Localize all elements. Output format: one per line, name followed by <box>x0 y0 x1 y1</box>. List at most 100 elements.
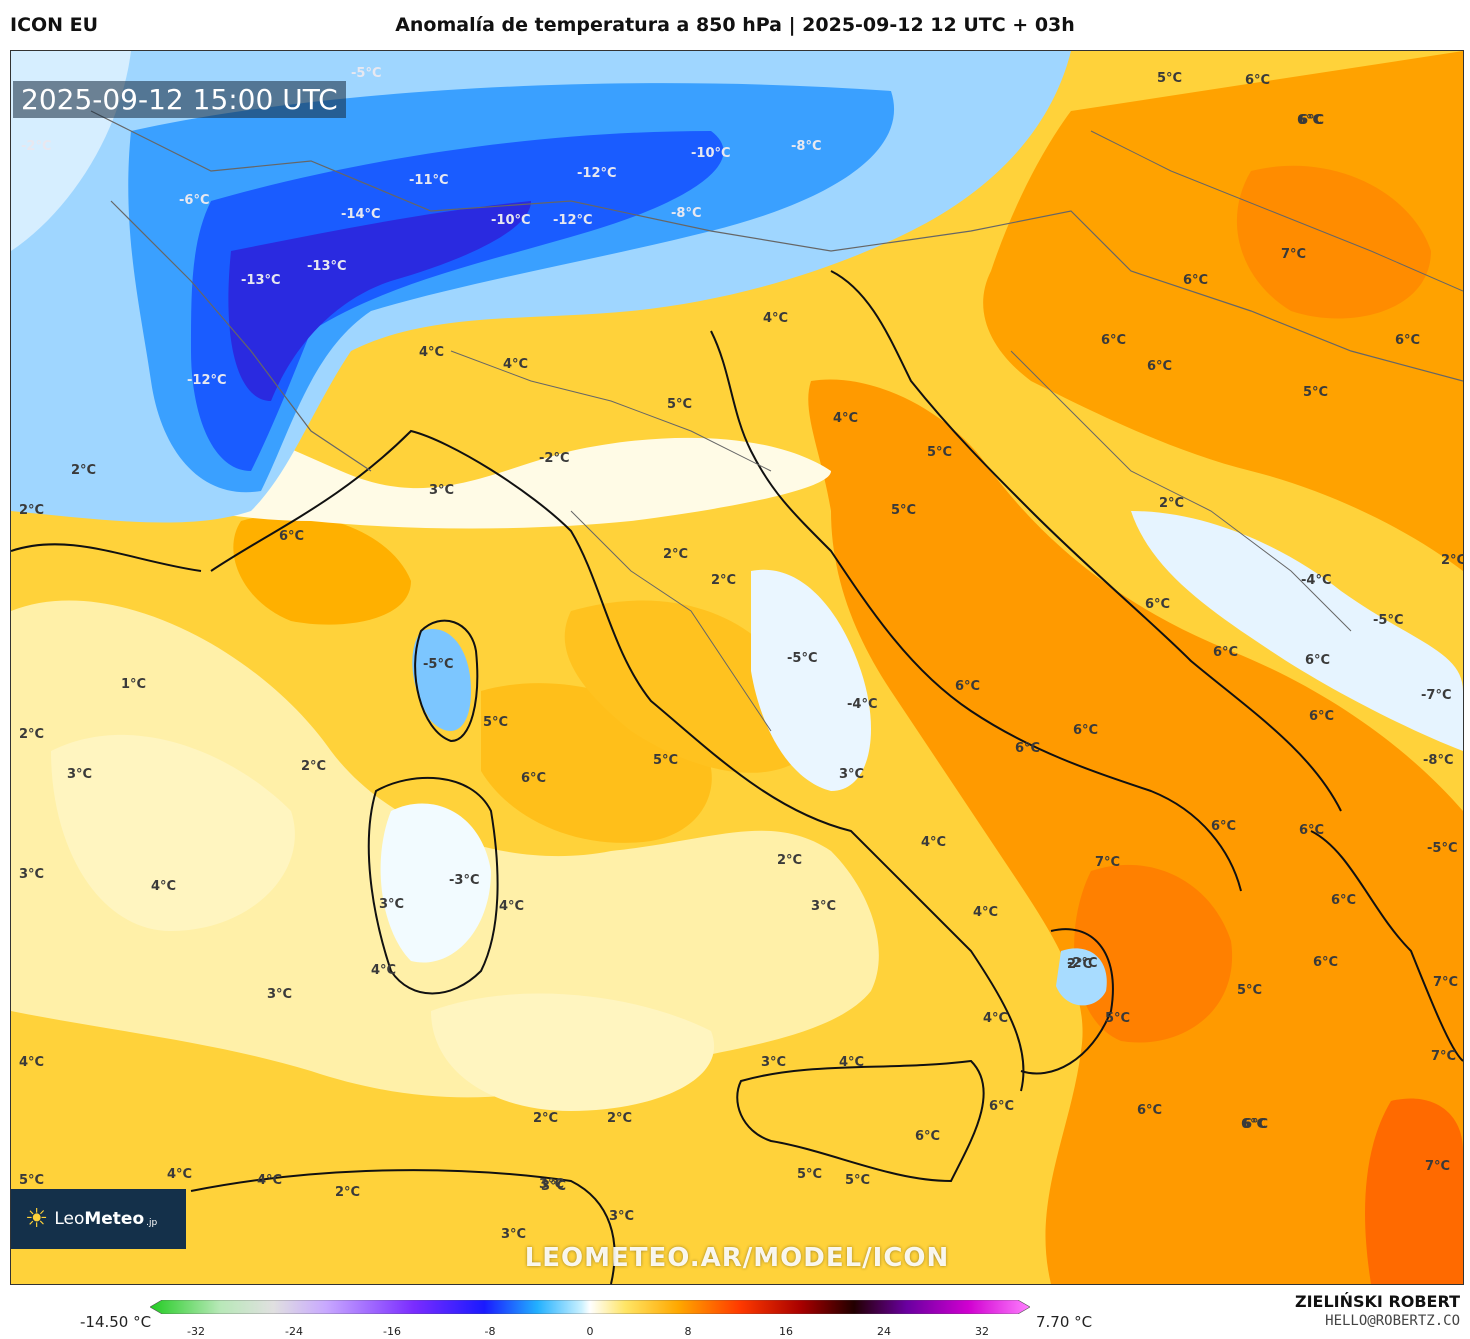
isotherm-label: 1°C <box>121 677 147 692</box>
isotherm-label: 4°C <box>167 1167 193 1182</box>
isotherm-label: 5°C <box>483 715 509 730</box>
isotherm-label: 4°C <box>839 1055 865 1070</box>
isotherm-label: 5°C <box>845 1173 871 1188</box>
isotherm-label: 3°C <box>811 899 837 914</box>
isotherm-label: 3°C <box>19 867 45 882</box>
isotherm-label: 3°C <box>839 767 865 782</box>
isotherm-label: 2°C <box>71 463 97 478</box>
isotherm-label: 2°C <box>301 759 327 774</box>
isotherm-label: 4°C <box>257 1173 283 1188</box>
isotherm-label: 6°C <box>1073 723 1099 738</box>
logo-text-bold: Meteo <box>84 1209 145 1229</box>
isotherm-label: 6°C <box>1299 113 1325 128</box>
isotherm-label: 6°C <box>955 679 981 694</box>
colorbar <box>150 1300 1030 1314</box>
isotherm-label: 5°C <box>797 1167 823 1182</box>
model-name: ICON EU <box>10 14 99 36</box>
isotherm-label: 4°C <box>973 905 999 920</box>
isotherm-label: 3°C <box>267 987 293 1002</box>
isotherm-label: 5°C <box>927 445 953 460</box>
isotherm-label: -8°C <box>1423 753 1454 768</box>
isotherm-label: 5°C <box>667 397 693 412</box>
isotherm-label: 6°C <box>1101 333 1127 348</box>
author-credit: ZIELIŃSKI ROBERT HELLO@ROBERTZ.CO <box>1295 1292 1460 1329</box>
logo-tld: .jp <box>146 1218 158 1228</box>
isotherm-label: -12°C <box>187 373 227 388</box>
isotherm-label: 6°C <box>1145 597 1171 612</box>
isotherm-label: 4°C <box>499 899 525 914</box>
isotherm-label: 5°C <box>1105 1011 1131 1026</box>
isotherm-label: 6°C <box>915 1129 941 1144</box>
colorbar-tick: 8 <box>684 1325 692 1338</box>
isotherm-label: 4°C <box>833 411 859 426</box>
isotherm-label: 5°C <box>1303 385 1329 400</box>
isotherm-label: -10°C <box>491 213 531 228</box>
isotherm-label: 6°C <box>279 529 305 544</box>
isotherm-label: 3°C <box>539 1177 565 1192</box>
isotherm-label: -2°C <box>21 139 52 154</box>
isotherm-label: 6°C <box>989 1099 1015 1114</box>
isotherm-label: 2°C <box>1067 957 1093 972</box>
leometeo-logo: ☀ Leo Meteo .jp <box>11 1189 186 1249</box>
isotherm-label: -5°C <box>351 66 382 81</box>
isotherm-label: -6°C <box>179 193 210 208</box>
isotherm-label: 5°C <box>653 753 679 768</box>
isotherm-label: -12°C <box>553 213 593 228</box>
isotherm-label: 2°C <box>19 727 45 742</box>
isotherm-label: 3°C <box>67 767 93 782</box>
colorbar-min-label: -14.50 °C <box>80 1313 152 1331</box>
isotherm-label: 6°C <box>1241 1117 1267 1132</box>
isotherm-label: 2°C <box>711 573 737 588</box>
isotherm-label: -10°C <box>691 146 731 161</box>
colorbar-tick: -24 <box>285 1325 303 1338</box>
isotherm-label: 7°C <box>1431 1049 1457 1064</box>
isotherm-label: -2°C <box>539 451 570 466</box>
isotherm-label: 3°C <box>609 1209 635 1224</box>
isotherm-label: 3°C <box>501 1227 527 1242</box>
isotherm-label: -14°C <box>341 207 381 222</box>
colorbar-tick: -16 <box>383 1325 401 1338</box>
logo-text-light: Leo <box>54 1209 85 1229</box>
isotherm-label: 6°C <box>1299 823 1325 838</box>
isotherm-label: 3°C <box>379 897 405 912</box>
isotherm-label: -4°C <box>1301 573 1332 588</box>
isotherm-label: 4°C <box>151 879 177 894</box>
colorbar-tick: -8 <box>484 1325 496 1338</box>
isotherm-label: 5°C <box>19 1173 45 1188</box>
isotherm-label: -8°C <box>791 139 822 154</box>
isotherm-label: 7°C <box>1281 247 1307 262</box>
isotherm-label: 7°C <box>1095 855 1121 870</box>
sun-icon: ☀ <box>25 1204 49 1234</box>
isotherm-label: 6°C <box>1395 333 1421 348</box>
isotherm-label: 6°C <box>1313 955 1339 970</box>
isotherm-label: 3°C <box>429 483 455 498</box>
isotherm-label: 2°C <box>19 503 45 518</box>
isotherm-label: -5°C <box>423 657 454 672</box>
isotherm-label: -3°C <box>449 873 480 888</box>
isotherm-label: -12°C <box>577 166 617 181</box>
isotherm-label: 4°C <box>763 311 789 326</box>
colorbar-tick: 24 <box>877 1325 891 1338</box>
anomaly-map[interactable]: 2025-09-12 15:00 UTC -5°C -2°C -6°C -11°… <box>10 50 1464 1285</box>
colorbar-tick: -32 <box>187 1325 205 1338</box>
isotherm-label: 4°C <box>371 963 397 978</box>
isotherm-label: -11°C <box>409 173 449 188</box>
isotherm-label: 6°C <box>1183 273 1209 288</box>
isotherm-label: 4°C <box>983 1011 1009 1026</box>
isotherm-label: 2°C <box>607 1111 633 1126</box>
isotherm-label: 6°C <box>1213 645 1239 660</box>
isotherm-label: 2°C <box>1441 553 1464 568</box>
isotherm-label: 5°C <box>891 503 917 518</box>
isotherm-label: 6°C <box>1211 819 1237 834</box>
isotherm-label: -4°C <box>847 697 878 712</box>
isotherm-label: 4°C <box>503 357 529 372</box>
isotherm-label: 6°C <box>1309 709 1335 724</box>
isotherm-label: 6°C <box>521 771 547 786</box>
isotherm-label: 2°C <box>1159 496 1185 511</box>
isotherm-label: 2°C <box>533 1111 559 1126</box>
isotherm-label: -13°C <box>307 259 347 274</box>
isotherm-label: 6°C <box>1245 73 1271 88</box>
colorbar-tick: 32 <box>975 1325 989 1338</box>
isotherm-label: 6°C <box>1305 653 1331 668</box>
isotherm-label: 6°C <box>1147 359 1173 374</box>
